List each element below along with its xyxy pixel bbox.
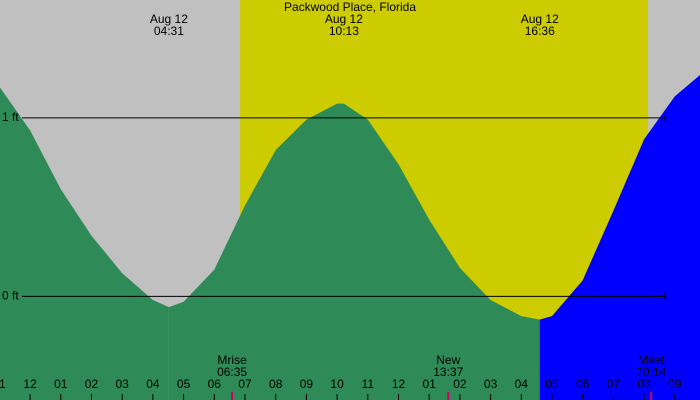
- x-tick-label: 06: [576, 377, 590, 391]
- falling-tide-area: [168, 103, 540, 400]
- extreme-time: 16:36: [525, 24, 555, 38]
- y-tick-label: 0 ft: [2, 289, 19, 303]
- moon-event-time: 20:14: [636, 365, 666, 379]
- x-tick-label: 02: [85, 377, 99, 391]
- x-tick-label: 03: [116, 377, 130, 391]
- x-tick-label: 12: [23, 377, 37, 391]
- x-tick-label: 10: [330, 377, 344, 391]
- x-tick-label: 03: [484, 377, 498, 391]
- x-tick-label: 05: [177, 377, 191, 391]
- x-tick-label: 07: [607, 377, 621, 391]
- x-tick-label: 08: [269, 377, 283, 391]
- extreme-time: 10:13: [329, 24, 359, 38]
- x-tick-label: 05: [545, 377, 559, 391]
- extreme-date: Aug 12: [325, 12, 363, 26]
- moon-event-label: New: [436, 353, 460, 367]
- extreme-time: 04:31: [154, 24, 184, 38]
- moon-event-label: Mset: [638, 353, 665, 367]
- extreme-date: Aug 12: [521, 12, 559, 26]
- extreme-date: Aug 12: [150, 12, 188, 26]
- x-tick-label: 06: [208, 377, 222, 391]
- x-tick-label: 09: [668, 377, 682, 391]
- rising-tide-area: [539, 75, 700, 400]
- moon-event-label: Mrise: [217, 353, 247, 367]
- x-tick-label: 12: [392, 377, 406, 391]
- x-tick-label: 07: [238, 377, 252, 391]
- x-tick-label: 11: [0, 377, 6, 391]
- x-tick-label: 09: [300, 377, 314, 391]
- x-tick-label: 11: [362, 377, 375, 391]
- x-tick-label: 04: [146, 377, 160, 391]
- y-tick-label: 1 ft: [2, 110, 19, 124]
- x-tick-label: 04: [515, 377, 529, 391]
- x-tick-label: 02: [453, 377, 467, 391]
- moon-event-time: 06:35: [217, 365, 247, 379]
- moon-event-time: 13:37: [433, 365, 463, 379]
- chart-title: Packwood Place, Florida: [284, 0, 416, 14]
- x-tick-label: 08: [637, 377, 651, 391]
- x-tick-label: 01: [423, 377, 437, 391]
- x-tick-label: 01: [54, 377, 68, 391]
- falling-tide-area: [0, 87, 169, 400]
